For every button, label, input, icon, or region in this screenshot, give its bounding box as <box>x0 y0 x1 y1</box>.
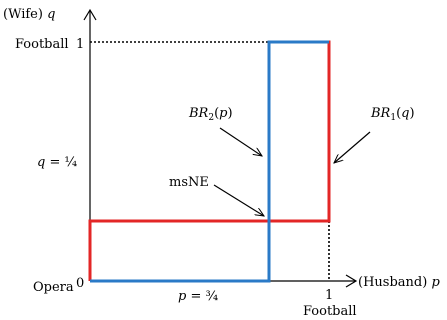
y-top-strategy-label: Football <box>15 37 69 52</box>
x-axis-arrowhead <box>345 274 358 288</box>
origin-label: 0 <box>76 276 84 291</box>
x-right-tick-label: 1 <box>325 288 333 303</box>
q-value-label: q = ¼ <box>37 155 77 170</box>
x-axis-label: (Husband) p <box>358 275 440 290</box>
br1-label: BR1(q) <box>370 106 415 123</box>
p-value-label: p = ¾ <box>178 289 218 304</box>
br1-curve <box>88 40 331 281</box>
br2-curve <box>90 40 329 283</box>
y-axis-arrowhead <box>83 8 97 21</box>
x-right-strategy-label: Football <box>303 304 357 319</box>
br1-pointer-arrow <box>334 131 371 163</box>
msne-label: msNE <box>169 175 209 190</box>
origin-strategy-label: Opera <box>33 280 74 295</box>
br2-pointer-arrow <box>219 127 262 156</box>
br2-label: BR2(p) <box>188 106 233 123</box>
y-axis-label: (Wife) q <box>3 7 55 22</box>
msne-pointer-arrow <box>213 184 264 216</box>
y-top-tick-label: 1 <box>76 37 84 52</box>
